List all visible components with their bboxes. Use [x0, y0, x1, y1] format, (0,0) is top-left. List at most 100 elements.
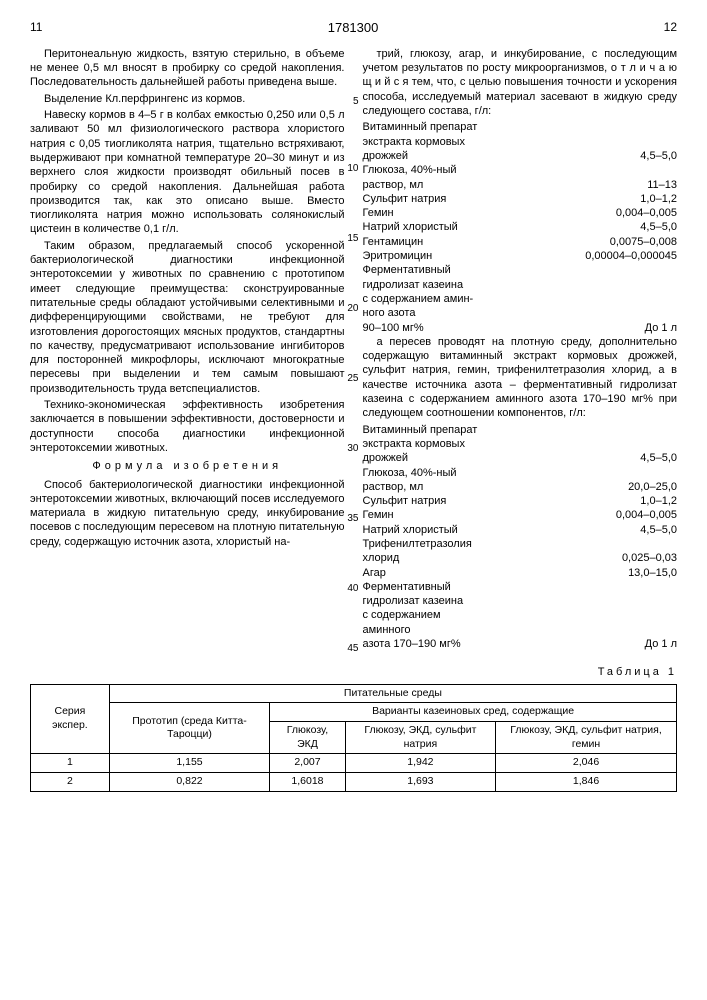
- ingredient-value: [577, 135, 677, 149]
- line-number: 5: [353, 95, 359, 108]
- ingredient-row: Натрий хлористый4,5–5,0: [363, 523, 678, 537]
- paragraph: Таким образом, предлагаемый способ ускор…: [30, 239, 345, 396]
- ingredient-label: Сульфит натрия: [363, 494, 578, 508]
- table-row: 20,8221,60181,6931,846: [31, 772, 677, 791]
- table-cell: 1,6018: [270, 772, 346, 791]
- ingredient-label: Глюкоза, 40%-ный: [363, 466, 578, 480]
- ingredient-label: дрожжей: [363, 149, 578, 163]
- ingredient-value: [577, 263, 677, 277]
- table-header: Глюкозу, ЭКД, сульфит натрия, гемин: [496, 721, 677, 753]
- ingredient-value: 4,5–5,0: [577, 523, 677, 537]
- ingredient-label: экстракта кормовых: [363, 135, 578, 149]
- line-number: 35: [347, 512, 358, 525]
- paragraph: а пересев проводят на плотную среду, доп…: [363, 335, 678, 421]
- ingredient-row: гидролизат казеина: [363, 594, 678, 608]
- ingredient-value: До 1 л: [577, 321, 677, 335]
- paragraph: Навеску кормов в 4–5 г в колбах емкостью…: [30, 108, 345, 237]
- ingredient-value: [577, 292, 677, 306]
- ingredient-row: Сульфит натрия1,0–1,2: [363, 192, 678, 206]
- table-cell: 1,846: [496, 772, 677, 791]
- ingredient-row: 90–100 мг%До 1 л: [363, 321, 678, 335]
- ingredient-value: [577, 537, 677, 551]
- ingredient-value: 4,5–5,0: [577, 451, 677, 465]
- line-number: 25: [347, 372, 358, 385]
- ingredient-label: хлорид: [363, 551, 578, 565]
- table-cell: 2,007: [270, 754, 346, 773]
- paragraph: Перитонеальную жидкость, взятую стерильн…: [30, 47, 345, 90]
- ingredient-row: дрожжей4,5–5,0: [363, 451, 678, 465]
- ingredient-value: [577, 580, 677, 594]
- ingredient-value: [577, 594, 677, 608]
- ingredient-row: Эритромицин0,00004–0,000045: [363, 249, 678, 263]
- ingredient-value: [577, 163, 677, 177]
- ingredient-label: Эритромицин: [363, 249, 578, 263]
- table-caption: Таблица 1: [30, 665, 677, 679]
- ingredient-row: ного азота: [363, 306, 678, 320]
- ingredient-value: [577, 437, 677, 451]
- table-header: Питательные среды: [109, 684, 676, 703]
- ingredient-value: 0,0075–0,008: [577, 235, 677, 249]
- ingredient-value: 13,0–15,0: [577, 566, 677, 580]
- ingredient-label: Гемин: [363, 206, 578, 220]
- ingredient-label: экстракта кормовых: [363, 437, 578, 451]
- table-header: Глюкозу, ЭКД: [270, 721, 346, 753]
- table-row: 11,1552,0071,9422,046: [31, 754, 677, 773]
- two-columns: Перитонеальную жидкость, взятую стерильн…: [30, 47, 677, 651]
- ingredient-value: 4,5–5,0: [577, 149, 677, 163]
- ingredient-label: Трифенилтетразолия: [363, 537, 578, 551]
- ingredient-label: гидролизат казеина: [363, 594, 578, 608]
- ingredient-value: [577, 120, 677, 134]
- ingredient-row: Трифенилтетразолия: [363, 537, 678, 551]
- ingredient-row: гидролизат казеина: [363, 278, 678, 292]
- data-table: Серия экспер. Питательные среды Прототип…: [30, 684, 677, 792]
- paragraph: Способ бактериологической диагностики ин…: [30, 478, 345, 549]
- table-cell: 1: [31, 754, 110, 773]
- ingredient-list-1: Витаминный препаратэкстракта кормовыхдро…: [363, 120, 678, 334]
- ingredient-value: 0,00004–0,000045: [577, 249, 677, 263]
- ingredient-label: Гентамицин: [363, 235, 578, 249]
- ingredient-label: гидролизат казеина: [363, 278, 578, 292]
- ingredient-label: раствор, мл: [363, 178, 578, 192]
- table-cell: 2: [31, 772, 110, 791]
- ingredient-row: азота 170–190 мг%До 1 л: [363, 637, 678, 651]
- ingredient-label: аминного: [363, 623, 578, 637]
- ingredient-value: 1,0–1,2: [577, 192, 677, 206]
- ingredient-label: Натрий хлористый: [363, 220, 578, 234]
- ingredient-value: До 1 л: [577, 637, 677, 651]
- table-cell: 2,046: [496, 754, 677, 773]
- ingredient-label: Витаминный препарат: [363, 423, 578, 437]
- table-cell: 1,155: [109, 754, 269, 773]
- formula-title: Формула изобретения: [30, 459, 345, 473]
- line-number: 45: [347, 642, 358, 655]
- ingredient-value: [577, 623, 677, 637]
- ingredient-row: Ферментативный: [363, 580, 678, 594]
- ingredient-label: с содержанием: [363, 608, 578, 622]
- right-column: трий, глюкозу, агар, и инкубирование, с …: [363, 47, 678, 651]
- ingredient-value: [577, 466, 677, 480]
- ingredient-label: Гемин: [363, 508, 578, 522]
- ingredient-row: Натрий хлористый4,5–5,0: [363, 220, 678, 234]
- ingredient-value: 0,004–0,005: [577, 508, 677, 522]
- ingredient-row: Глюкоза, 40%-ный: [363, 163, 678, 177]
- ingredient-row: раствор, мл11–13: [363, 178, 678, 192]
- ingredient-row: Гемин0,004–0,005: [363, 206, 678, 220]
- ingredient-value: [577, 608, 677, 622]
- ingredient-value: 0,025–0,03: [577, 551, 677, 565]
- ingredient-value: [577, 278, 677, 292]
- doc-number: 1781300: [42, 20, 663, 37]
- ingredient-row: Гентамицин0,0075–0,008: [363, 235, 678, 249]
- ingredient-row: с содержанием: [363, 608, 678, 622]
- ingredient-label: раствор, мл: [363, 480, 578, 494]
- ingredient-value: 0,004–0,005: [577, 206, 677, 220]
- ingredient-label: 90–100 мг%: [363, 321, 578, 335]
- paragraph: Технико-экономическая эффективность изоб…: [30, 398, 345, 455]
- ingredient-row: дрожжей4,5–5,0: [363, 149, 678, 163]
- header: 11 1781300 12: [30, 20, 677, 37]
- ingredient-value: 1,0–1,2: [577, 494, 677, 508]
- ingredient-label: Ферментативный: [363, 263, 578, 277]
- ingredient-row: с содержанием амин-: [363, 292, 678, 306]
- paragraph: Выделение Кл.перфрингенс из кормов.: [30, 92, 345, 106]
- line-number: 10: [347, 162, 358, 175]
- ingredient-row: экстракта кормовых: [363, 437, 678, 451]
- ingredient-row: Ферментативный: [363, 263, 678, 277]
